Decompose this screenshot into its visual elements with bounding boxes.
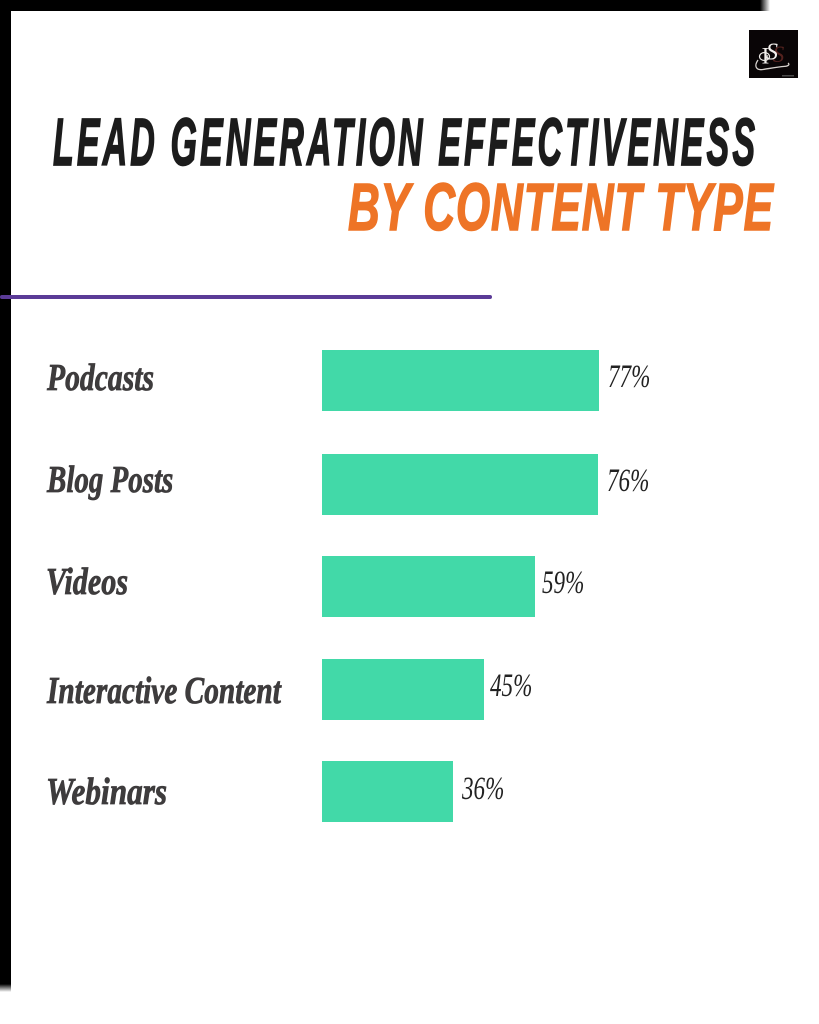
svg-text:I: I [762,44,770,69]
svg-text:S: S [773,42,785,67]
